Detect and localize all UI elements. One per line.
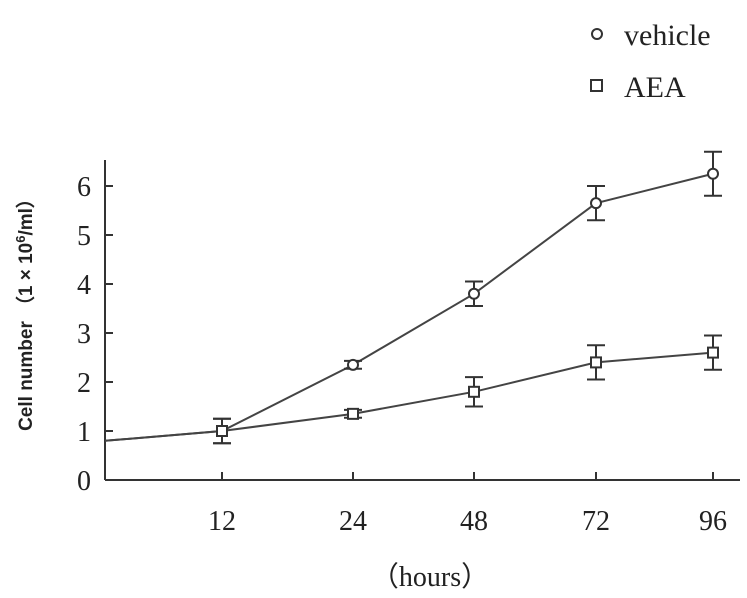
legend-label-aea: AEA <box>624 71 686 104</box>
point-aea-12 <box>216 425 228 437</box>
point-aea-24 <box>347 407 359 420</box>
axes <box>104 160 740 481</box>
y-axis-title: Cell number（1 × 106/ml） <box>13 189 37 431</box>
series-line-vehicle <box>104 172 714 442</box>
x-tick-label-96: 96 <box>699 506 727 537</box>
legend-marker-vehicle <box>591 28 603 40</box>
legend-label-vehicle: vehicle <box>624 19 711 52</box>
point-vehicle-96 <box>707 167 719 180</box>
point-aea-48 <box>468 385 480 398</box>
series-vehicle <box>104 150 722 445</box>
y-tick-label-4: 4 <box>77 270 91 301</box>
x-axis-title: （hours） <box>371 561 489 593</box>
y-tick-label-3: 3 <box>77 319 91 350</box>
y-tick-label-2: 2 <box>77 368 91 399</box>
x-tick-label-72: 72 <box>582 506 610 537</box>
y-tick-label-6: 6 <box>77 172 91 203</box>
series-aea <box>104 334 722 445</box>
point-aea-72 <box>590 356 602 369</box>
y-ticks: 0 1 2 3 4 5 6 <box>77 172 113 497</box>
point-aea-96 <box>707 346 719 359</box>
point-vehicle-24 <box>347 358 359 371</box>
legend-marker-aea <box>590 79 603 92</box>
series-line-aea <box>104 351 714 442</box>
y-tick-label-5: 5 <box>77 221 91 252</box>
x-tick-label-48: 48 <box>460 506 488 537</box>
x-tick-label-24: 24 <box>339 506 367 537</box>
legend: vehicle AEA <box>590 19 711 104</box>
x-ticks: 12 24 48 72 96 <box>208 472 727 537</box>
x-tick-label-12: 12 <box>208 506 236 537</box>
y-tick-label-0: 0 <box>77 466 91 497</box>
series-layer <box>104 150 722 445</box>
point-vehicle-48 <box>468 287 480 300</box>
y-tick-label-1: 1 <box>77 417 91 448</box>
point-vehicle-72 <box>590 197 602 210</box>
